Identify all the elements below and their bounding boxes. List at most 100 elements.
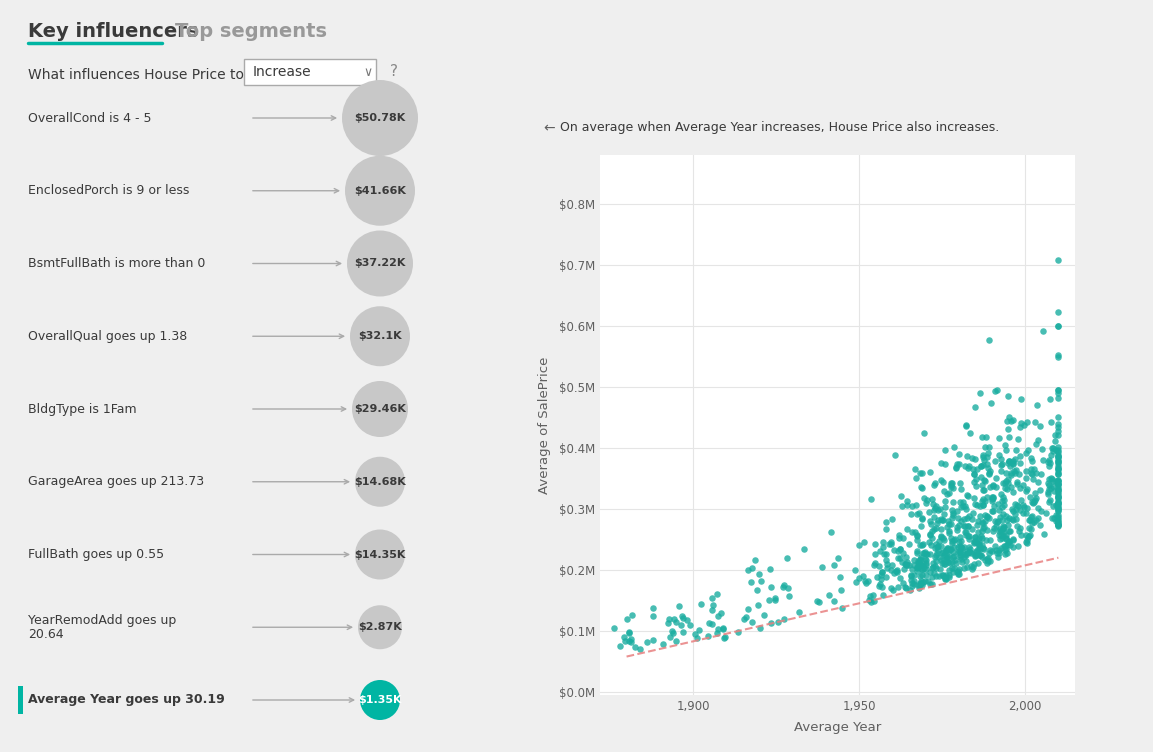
Point xyxy=(981,465,1000,478)
Circle shape xyxy=(357,605,402,649)
Point xyxy=(984,479,1002,491)
Point xyxy=(965,492,984,504)
Point xyxy=(984,505,1002,517)
Point xyxy=(678,614,696,626)
Point xyxy=(643,602,662,614)
Point xyxy=(966,535,985,547)
Point xyxy=(980,534,998,546)
Point xyxy=(1025,462,1043,475)
Point xyxy=(973,451,992,463)
Point xyxy=(876,516,895,528)
Point xyxy=(928,517,947,529)
Point xyxy=(974,499,993,511)
Point xyxy=(794,543,813,555)
Point xyxy=(924,498,942,510)
Point xyxy=(1011,450,1030,462)
Point xyxy=(970,526,988,538)
Point xyxy=(1017,485,1035,497)
Point xyxy=(1002,481,1020,493)
Point xyxy=(1027,399,1046,411)
Point xyxy=(957,555,975,567)
Point xyxy=(909,557,927,569)
Point xyxy=(940,550,958,562)
Point xyxy=(987,384,1005,396)
Point xyxy=(936,459,955,471)
Point xyxy=(975,514,994,526)
Point xyxy=(996,475,1015,487)
Point xyxy=(761,563,779,575)
Point xyxy=(970,556,988,569)
Point xyxy=(1023,455,1041,467)
Point xyxy=(994,499,1012,511)
Text: ∨: ∨ xyxy=(363,65,372,78)
Point xyxy=(935,534,954,546)
Point xyxy=(903,563,921,575)
Point xyxy=(955,551,973,563)
Point xyxy=(1019,444,1038,456)
Text: Key influencers: Key influencers xyxy=(28,22,198,41)
Point xyxy=(972,525,990,537)
Point xyxy=(1049,320,1068,332)
Point xyxy=(955,500,973,512)
Point xyxy=(1007,508,1025,520)
Point xyxy=(959,520,978,532)
Point xyxy=(619,626,638,638)
Point xyxy=(973,450,992,462)
Point xyxy=(626,641,645,653)
Point xyxy=(922,538,941,550)
Point xyxy=(917,563,935,575)
Point xyxy=(1049,487,1068,499)
Point xyxy=(967,481,986,493)
Point xyxy=(929,550,948,562)
Point xyxy=(984,491,1002,503)
Point xyxy=(1049,490,1068,502)
Point xyxy=(1000,454,1018,466)
Point xyxy=(1049,497,1068,509)
Point xyxy=(998,423,1017,435)
Point xyxy=(1049,492,1068,504)
Point xyxy=(882,538,900,550)
Point xyxy=(911,553,929,566)
Point xyxy=(920,535,939,547)
Point xyxy=(1047,475,1065,487)
Point xyxy=(1010,505,1028,517)
Point xyxy=(955,513,973,525)
Point xyxy=(902,575,920,587)
Point xyxy=(902,508,920,520)
Point xyxy=(1015,479,1033,491)
Point xyxy=(1049,503,1068,515)
Circle shape xyxy=(355,456,405,507)
Point xyxy=(1049,387,1068,399)
Point xyxy=(670,600,688,612)
Point xyxy=(1049,488,1068,500)
Point xyxy=(889,529,907,541)
Point xyxy=(997,532,1016,544)
Point xyxy=(921,529,940,541)
Point xyxy=(959,462,978,474)
Point xyxy=(882,536,900,548)
Point xyxy=(978,459,996,471)
Point xyxy=(926,551,944,563)
Point xyxy=(1004,534,1023,546)
Point xyxy=(944,441,963,453)
Point xyxy=(709,610,728,622)
Point xyxy=(1045,485,1063,497)
Point xyxy=(950,545,969,557)
Point xyxy=(915,575,934,587)
Point xyxy=(971,549,989,561)
Point xyxy=(1022,452,1040,464)
Point xyxy=(940,571,958,583)
Point xyxy=(902,569,920,581)
Point xyxy=(950,447,969,459)
Point xyxy=(1004,514,1023,526)
Text: EnclosedPorch is 9 or less: EnclosedPorch is 9 or less xyxy=(28,184,189,197)
Point xyxy=(992,525,1010,537)
Point xyxy=(963,513,981,525)
Point xyxy=(980,511,998,523)
Point xyxy=(1015,419,1033,431)
Point xyxy=(952,556,971,568)
Point xyxy=(1049,481,1068,493)
Point xyxy=(950,568,969,580)
Point xyxy=(980,335,998,347)
Point xyxy=(937,487,956,499)
